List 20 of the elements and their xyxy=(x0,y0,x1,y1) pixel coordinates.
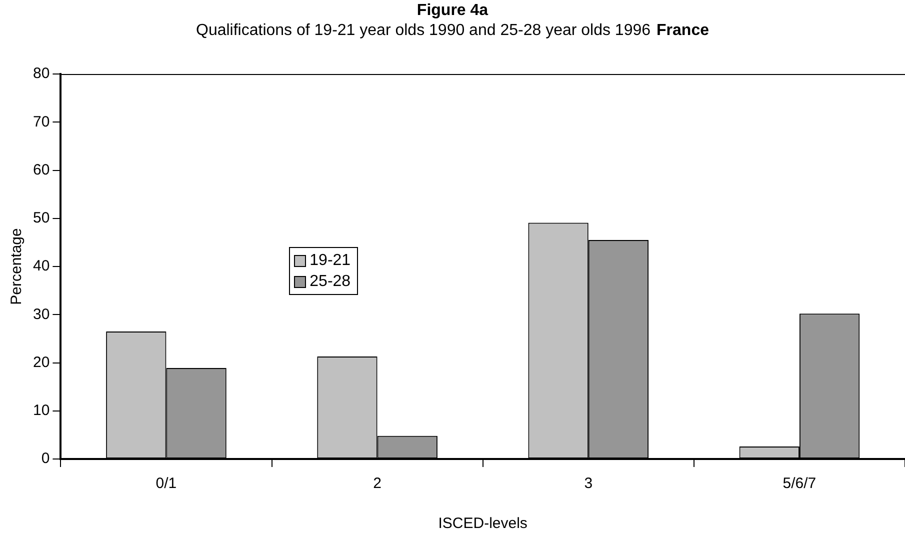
text: France xyxy=(656,22,709,39)
y-tick-label: 30 xyxy=(32,306,50,323)
y-tick-label: 40 xyxy=(32,258,50,275)
y-axis-title: Percentage xyxy=(8,228,26,305)
y-tick-label: 70 xyxy=(32,113,50,130)
y-tick-label: 80 xyxy=(32,65,50,82)
y-tick-label: 60 xyxy=(32,161,50,178)
legend-label: 19-21 xyxy=(308,250,351,271)
y-tick-label: 10 xyxy=(32,402,50,420)
y-tick-label: 0 xyxy=(41,450,50,468)
x-axis-title: ISCED-levels xyxy=(438,515,528,532)
chart-subtitle: Qualifications of 19-21 year olds 1990 and 25-28 year olds 1996 xyxy=(196,22,651,39)
y-tick-label: 20 xyxy=(32,354,50,371)
legend-label: 25-28 xyxy=(308,272,351,292)
x-tick-label: 3 xyxy=(584,475,593,492)
x-tick-label: 2 xyxy=(373,475,382,492)
y-tick-label: 50 xyxy=(32,210,50,227)
x-tick-label: 5/6/7 xyxy=(782,475,816,492)
chart-title: Figure 4a xyxy=(416,2,490,20)
x-tick-label: 0/1 xyxy=(156,475,177,492)
